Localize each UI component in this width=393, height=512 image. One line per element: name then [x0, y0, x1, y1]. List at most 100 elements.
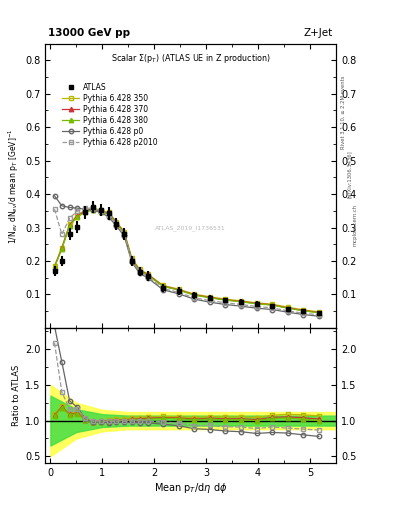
- Pythia 6.428 370: [208, 294, 212, 301]
- Pythia 6.428 p0: [316, 313, 321, 319]
- Pythia 6.428 370: [270, 302, 274, 308]
- Pythia 6.428 370: [106, 210, 111, 217]
- Pythia 6.428 p0: [285, 309, 290, 315]
- Text: mcplots.cern.ch: mcplots.cern.ch: [352, 204, 357, 246]
- Pythia 6.428 p2010: [239, 302, 243, 308]
- Pythia 6.428 p0: [223, 302, 228, 308]
- Pythia 6.428 370: [52, 264, 57, 270]
- Pythia 6.428 p0: [52, 193, 57, 199]
- Pythia 6.428 p0: [161, 287, 165, 293]
- Pythia 6.428 p2010: [114, 221, 119, 227]
- Pythia 6.428 370: [130, 257, 134, 263]
- Pythia 6.428 370: [67, 222, 72, 228]
- Pythia 6.428 380: [145, 272, 150, 278]
- Pythia 6.428 p2010: [192, 295, 196, 301]
- Pythia 6.428 350: [316, 309, 321, 315]
- Pythia 6.428 p2010: [98, 208, 103, 214]
- Pythia 6.428 p0: [301, 311, 306, 317]
- Pythia 6.428 380: [208, 295, 212, 301]
- Line: Pythia 6.428 p2010: Pythia 6.428 p2010: [52, 206, 321, 317]
- Pythia 6.428 370: [98, 208, 103, 214]
- Pythia 6.428 p2010: [91, 205, 95, 211]
- Pythia 6.428 350: [161, 282, 165, 288]
- Pythia 6.428 p0: [114, 223, 119, 229]
- Pythia 6.428 350: [176, 286, 181, 292]
- Pythia 6.428 370: [59, 245, 64, 251]
- Pythia 6.428 380: [223, 297, 228, 303]
- Pythia 6.428 380: [270, 302, 274, 308]
- Pythia 6.428 p0: [270, 307, 274, 313]
- Pythia 6.428 370: [122, 229, 127, 236]
- Pythia 6.428 p2010: [83, 205, 88, 211]
- Pythia 6.428 380: [192, 292, 196, 298]
- Pythia 6.428 p0: [138, 270, 142, 276]
- Pythia 6.428 350: [83, 207, 88, 213]
- Pythia 6.428 p0: [59, 203, 64, 209]
- Y-axis label: 1/N$_{ev}$ dN$_{ev}$/d mean p$_T$ [GeV]$^{-1}$: 1/N$_{ev}$ dN$_{ev}$/d mean p$_T$ [GeV]$…: [6, 128, 21, 244]
- Pythia 6.428 370: [75, 213, 80, 219]
- Pythia 6.428 p2010: [52, 206, 57, 212]
- Pythia 6.428 p2010: [285, 308, 290, 314]
- Pythia 6.428 370: [239, 298, 243, 305]
- Pythia 6.428 p2010: [176, 289, 181, 295]
- Pythia 6.428 p0: [91, 207, 95, 213]
- Pythia 6.428 380: [138, 268, 142, 274]
- Pythia 6.428 350: [75, 212, 80, 218]
- Pythia 6.428 p0: [67, 204, 72, 210]
- Pythia 6.428 p0: [239, 303, 243, 309]
- Pythia 6.428 380: [106, 211, 111, 217]
- Pythia 6.428 370: [83, 208, 88, 214]
- Text: ATLAS_2019_I1736531: ATLAS_2019_I1736531: [155, 226, 226, 231]
- Pythia 6.428 380: [122, 230, 127, 237]
- Pythia 6.428 350: [98, 207, 103, 213]
- Pythia 6.428 380: [239, 299, 243, 305]
- Pythia 6.428 350: [130, 255, 134, 262]
- Pythia 6.428 p0: [145, 274, 150, 281]
- Pythia 6.428 350: [208, 294, 212, 300]
- Pythia 6.428 380: [130, 257, 134, 263]
- Pythia 6.428 380: [59, 246, 64, 252]
- Pythia 6.428 370: [114, 220, 119, 226]
- Pythia 6.428 370: [316, 309, 321, 315]
- Text: 13000 GeV pp: 13000 GeV pp: [48, 28, 130, 38]
- Pythia 6.428 370: [176, 287, 181, 293]
- Line: Pythia 6.428 350: Pythia 6.428 350: [52, 206, 321, 314]
- Text: Z+Jet: Z+Jet: [304, 28, 333, 38]
- Pythia 6.428 p2010: [106, 212, 111, 218]
- Pythia 6.428 370: [223, 297, 228, 303]
- Pythia 6.428 350: [67, 221, 72, 227]
- Pythia 6.428 380: [301, 308, 306, 314]
- Pythia 6.428 370: [192, 292, 196, 298]
- Pythia 6.428 350: [114, 219, 119, 225]
- Pythia 6.428 p2010: [145, 273, 150, 280]
- Pythia 6.428 380: [316, 310, 321, 316]
- Pythia 6.428 370: [301, 308, 306, 314]
- Pythia 6.428 p0: [122, 233, 127, 239]
- Pythia 6.428 370: [285, 305, 290, 311]
- Pythia 6.428 350: [223, 296, 228, 302]
- Y-axis label: Ratio to ATLAS: Ratio to ATLAS: [12, 365, 21, 426]
- Pythia 6.428 350: [192, 291, 196, 297]
- Pythia 6.428 350: [106, 209, 111, 216]
- Pythia 6.428 350: [285, 304, 290, 310]
- X-axis label: Mean p$_T$/d$\eta$ d$\phi$: Mean p$_T$/d$\eta$ d$\phi$: [154, 481, 228, 495]
- Pythia 6.428 350: [52, 263, 57, 269]
- Text: [arXiv:1306.3436]: [arXiv:1306.3436]: [347, 150, 352, 198]
- Line: Pythia 6.428 370: Pythia 6.428 370: [52, 207, 321, 315]
- Line: Pythia 6.428 380: Pythia 6.428 380: [52, 208, 321, 315]
- Pythia 6.428 380: [52, 264, 57, 270]
- Pythia 6.428 350: [145, 271, 150, 277]
- Pythia 6.428 380: [114, 220, 119, 226]
- Pythia 6.428 p0: [130, 259, 134, 265]
- Pythia 6.428 p2010: [138, 269, 142, 275]
- Pythia 6.428 380: [91, 207, 95, 213]
- Pythia 6.428 350: [254, 300, 259, 306]
- Pythia 6.428 p2010: [223, 300, 228, 306]
- Pythia 6.428 p2010: [59, 231, 64, 238]
- Pythia 6.428 350: [270, 301, 274, 307]
- Pythia 6.428 p0: [254, 305, 259, 311]
- Pythia 6.428 380: [98, 209, 103, 215]
- Pythia 6.428 350: [91, 205, 95, 211]
- Pythia 6.428 p0: [83, 206, 88, 212]
- Pythia 6.428 p0: [208, 299, 212, 305]
